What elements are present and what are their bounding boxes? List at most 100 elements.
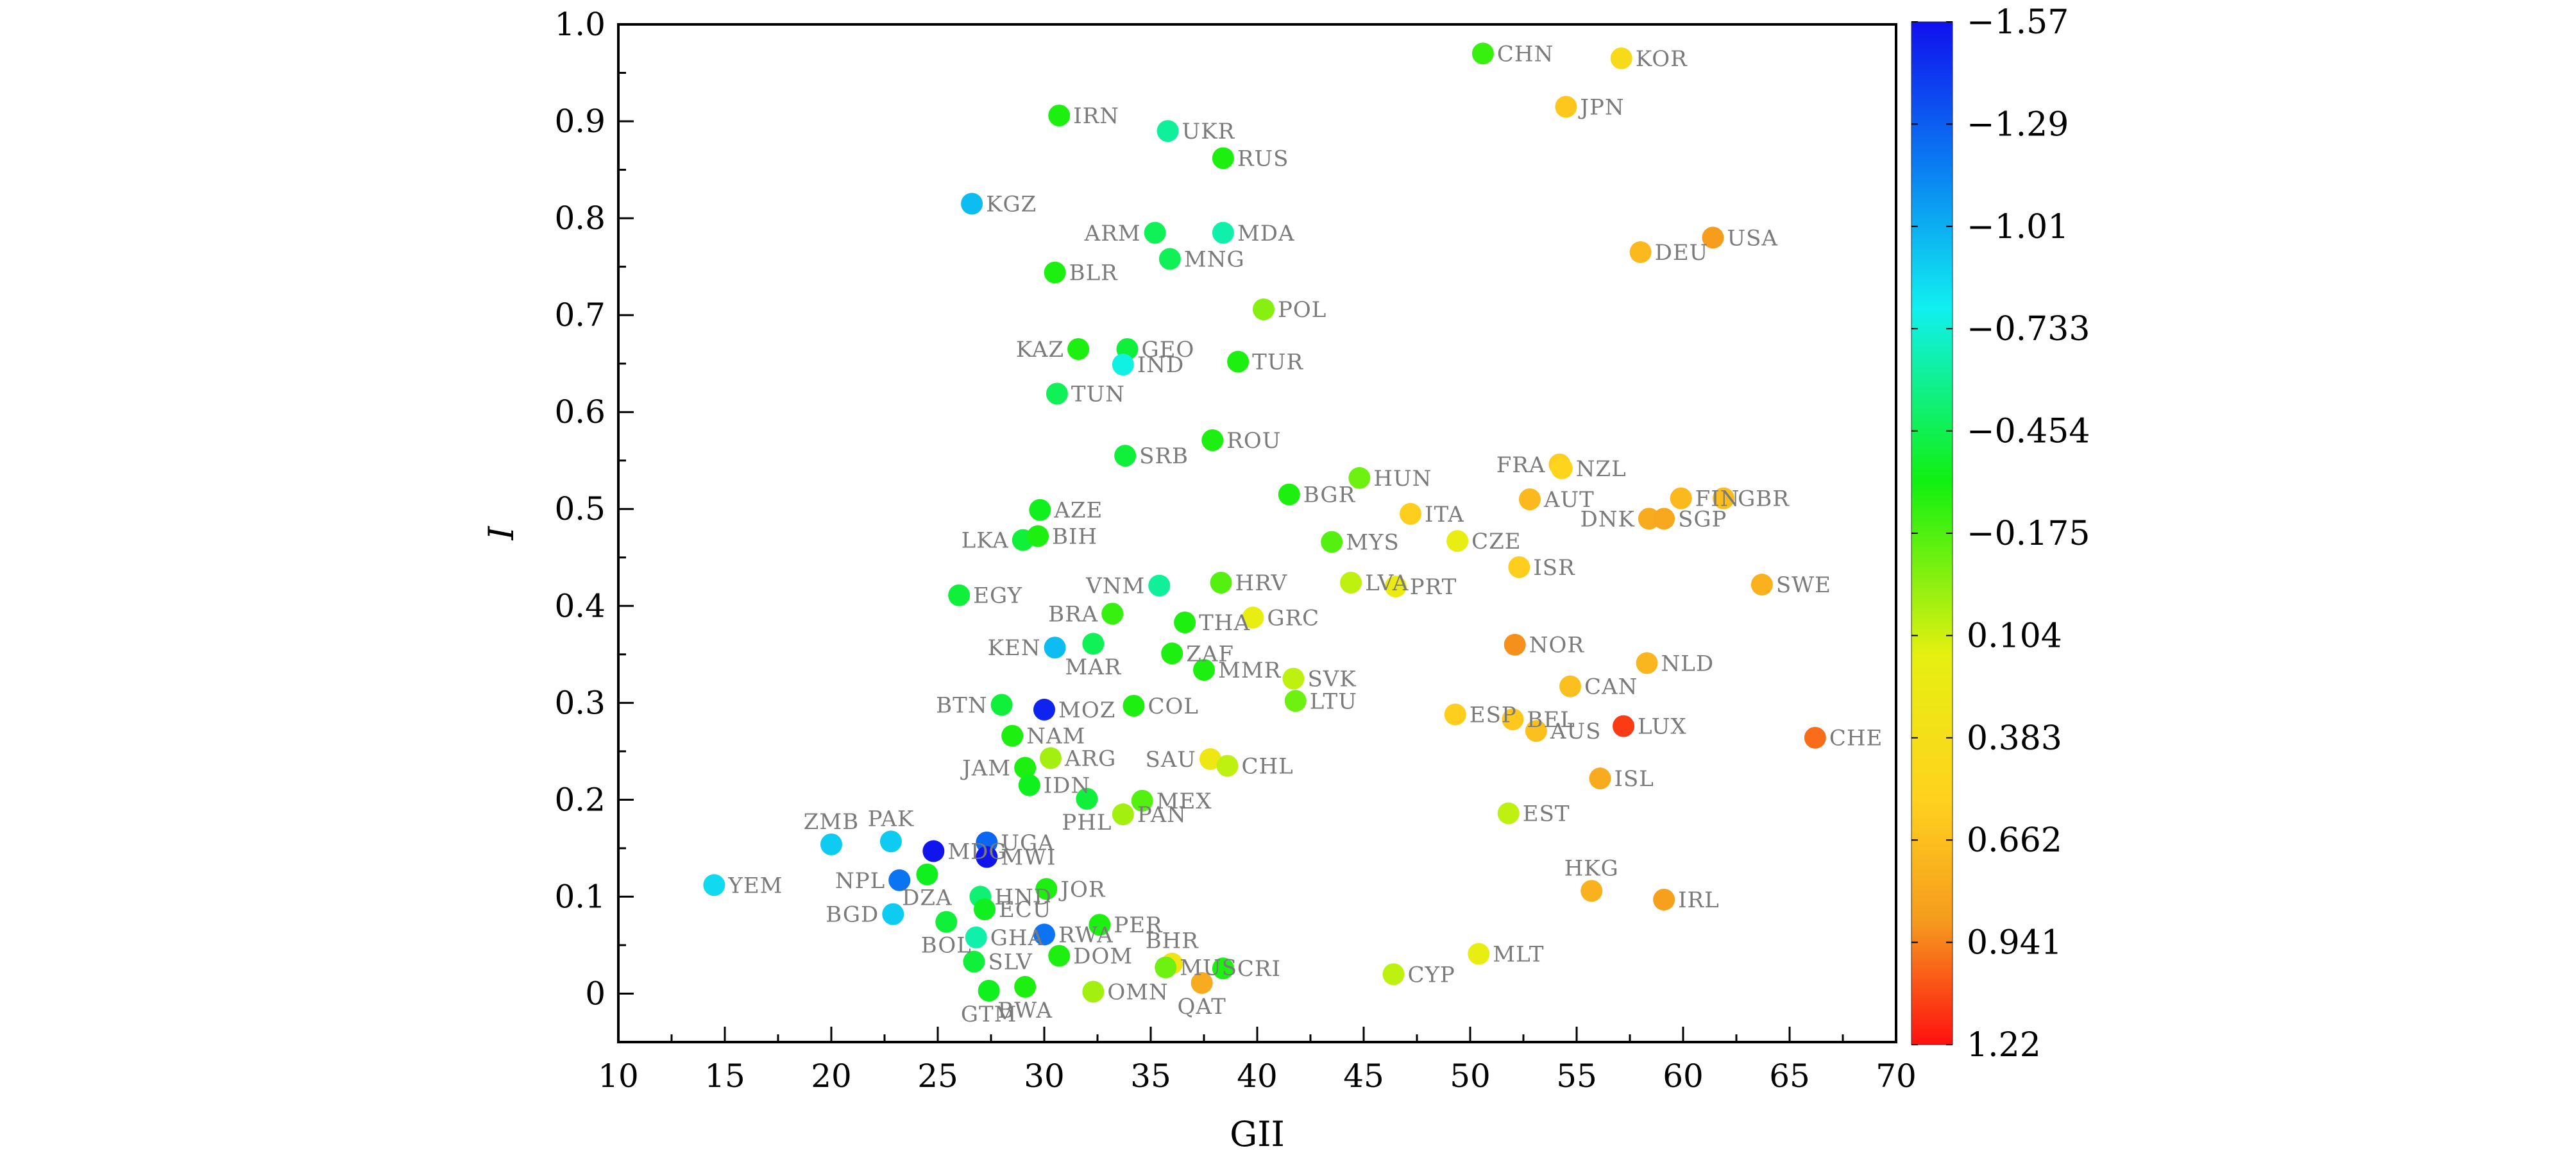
data-point-kgz [961,193,983,215]
y-tick-label: 0.5 [554,490,606,527]
point-label-pol: POL [1278,297,1326,323]
data-point-phl [1076,787,1098,810]
colorbar-tick-label: −0.175 [1967,515,2090,553]
colorbar-tick-label: 1.22 [1967,1026,2041,1065]
x-tick-label: 35 [1130,1057,1171,1095]
point-label-geo: GEO [1141,337,1194,363]
point-label-isr: ISR [1533,555,1575,581]
point-label-chn: CHN [1497,41,1554,67]
data-point-mys [1321,531,1343,553]
data-point-prt [1384,576,1407,598]
data-point-moz [1033,698,1055,721]
data-point-srb [1114,445,1137,467]
point-label-grc: GRC [1267,605,1319,631]
data-point-vnm [1148,574,1171,597]
x-tick-label: 40 [1237,1057,1278,1095]
x-tick-label: 70 [1876,1057,1917,1095]
data-point-arm [1144,221,1166,244]
data-point-omn [1082,980,1105,1003]
data-point-npl [888,869,911,891]
data-point-hun [1348,466,1371,489]
data-point-aus [1525,720,1547,742]
point-label-est: EST [1523,801,1570,827]
point-label-sau: SAU [1145,747,1196,773]
data-point-mng [1158,248,1181,270]
point-label-esp: ESP [1470,702,1517,728]
point-label-tur: TUR [1252,350,1303,375]
colorbar-tick-label: 0.104 [1967,617,2062,655]
point-label-tun: TUN [1071,381,1125,407]
point-label-vnm: VNM [1085,574,1145,599]
point-label-pak: PAK [868,806,915,832]
point-label-gbr: GBR [1738,486,1790,512]
point-label-rou: ROU [1226,428,1281,454]
data-point-chn [1471,42,1494,65]
data-point-qat [1191,971,1213,994]
point-label-fra: FRA [1496,452,1546,478]
point-label-cze: CZE [1471,529,1521,554]
data-point-kaz [1067,338,1090,361]
data-point-can [1559,675,1582,697]
point-label-aus: AUS [1550,719,1602,744]
point-label-usa: USA [1727,225,1778,251]
point-label-dza: DZA [902,886,952,911]
x-tick-label: 25 [917,1057,958,1095]
data-point-cri [1212,957,1234,980]
data-point-svk [1282,667,1305,690]
data-point-rou [1201,429,1224,451]
point-label-kgz: KGZ [986,191,1037,217]
data-point-zaf [1161,642,1183,665]
point-label-hrv: HRV [1235,570,1288,596]
data-point-mdg [922,840,945,862]
data-point-bih [1027,525,1049,547]
point-label-omn: OMN [1107,979,1168,1005]
colorbar-tick-label: −1.57 [1967,3,2069,42]
point-label-jpn: JPN [1578,94,1624,120]
data-point-irn [1048,104,1071,126]
point-label-swe: SWE [1776,572,1831,598]
data-point-swe [1750,574,1773,596]
point-label-hnd: HND [994,884,1052,910]
point-label-bra: BRA [1048,601,1098,627]
y-tick-label: 0.8 [554,200,606,237]
x-tick-label: 60 [1663,1057,1704,1095]
point-label-deu: DEU [1655,240,1709,266]
data-point-irl [1653,888,1675,911]
point-label-bih: BIH [1052,524,1097,550]
data-point-mlt [1468,943,1490,965]
data-point-aze [1029,499,1051,521]
data-point-bel [1502,708,1524,731]
point-label-yem: YEM [727,873,783,898]
data-point-esp [1444,703,1466,726]
point-label-slv: SLV [988,950,1033,975]
point-label-fin: FIN [1695,486,1740,512]
point-label-bel: BEL [1527,707,1575,733]
point-label-mwi: MWI [1001,844,1056,870]
x-tick-label: 50 [1450,1057,1491,1095]
point-label-gha: GHA [990,925,1044,951]
data-point-col [1123,694,1145,717]
point-label-svk: SVK [1307,667,1356,692]
point-label-bgd: BGD [826,902,879,928]
data-point-chl [1216,755,1239,777]
data-point-tha [1174,611,1196,633]
data-point-nor [1504,633,1526,656]
point-label-phl: PHL [1062,810,1112,835]
data-point-sgp [1653,508,1675,530]
y-tick-label: 0.1 [554,878,606,915]
point-label-sgp: SGP [1678,506,1727,532]
point-label-kaz: KAZ [1016,337,1064,363]
y-tick-label: 0.2 [554,781,606,818]
data-point-tun [1046,382,1068,405]
point-label-nor: NOR [1529,633,1585,658]
point-label-irl: IRL [1678,887,1720,913]
point-label-rus: RUS [1237,146,1289,171]
point-label-uga: UGA [1001,830,1054,856]
data-point-che [1804,726,1826,749]
point-label-egy: EGY [973,583,1022,609]
x-tick-label: 20 [811,1057,852,1095]
data-point-jor [1035,878,1058,900]
